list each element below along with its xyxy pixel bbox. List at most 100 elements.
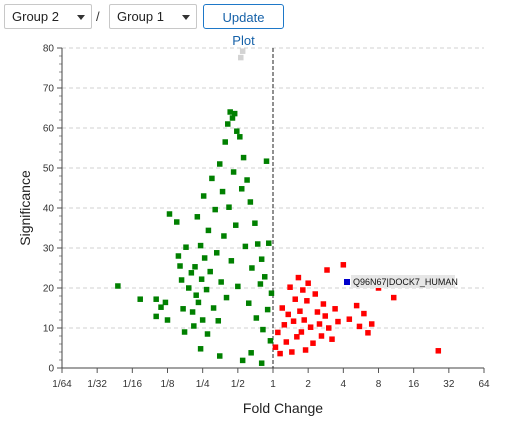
- data-point-up: [316, 321, 323, 327]
- data-point-up: [310, 340, 316, 346]
- data-point-up: [275, 329, 281, 336]
- data-point-down: [237, 134, 243, 140]
- data-point-faded: [239, 48, 246, 54]
- x-tick-label: 32: [443, 379, 455, 390]
- data-point-down: [229, 115, 236, 121]
- data-point-down: [227, 109, 233, 115]
- data-point-down: [197, 346, 204, 352]
- data-point-down: [221, 233, 227, 239]
- data-point-up: [314, 309, 321, 315]
- data-point-down: [185, 285, 192, 291]
- data-point-up: [435, 348, 442, 354]
- data-point-down: [201, 255, 208, 261]
- data-point-faded: [238, 54, 244, 61]
- data-point-down: [228, 258, 235, 264]
- data-point-down: [239, 357, 246, 364]
- group-b-value: Group 1: [117, 9, 164, 24]
- data-point-down: [245, 300, 252, 306]
- data-point-down: [226, 204, 232, 210]
- data-point-down: [189, 309, 196, 315]
- data-point-down: [195, 299, 202, 306]
- y-tick-label: 50: [43, 164, 55, 175]
- x-tick-label: 1/2: [231, 379, 245, 390]
- data-point-up: [289, 349, 295, 355]
- group-separator: /: [96, 9, 100, 24]
- y-tick-label: 20: [43, 284, 55, 295]
- data-point-up: [318, 333, 325, 339]
- x-tick-label: 1: [270, 379, 276, 390]
- y-tick-label: 0: [48, 364, 54, 375]
- x-axis-title: Fold Change: [243, 400, 323, 416]
- data-point-down: [197, 242, 204, 249]
- update-plot-button[interactable]: Update Plot: [203, 4, 284, 48]
- data-point-down: [244, 177, 250, 183]
- data-point-down: [194, 214, 201, 220]
- data-point-down: [223, 294, 230, 301]
- y-tick-label: 40: [43, 204, 55, 215]
- data-point-down: [137, 296, 143, 302]
- data-point-down: [177, 263, 183, 269]
- data-point-down: [175, 253, 182, 259]
- data-point-down: [258, 360, 265, 366]
- data-point-up: [356, 323, 363, 330]
- data-point-up: [390, 294, 397, 301]
- data-point-down: [215, 318, 222, 324]
- data-point-down: [153, 296, 159, 302]
- data-point-down: [247, 199, 254, 205]
- y-tick-label: 30: [43, 244, 55, 255]
- data-point-down: [266, 240, 272, 246]
- data-point-down: [260, 326, 266, 333]
- y-tick-label: 60: [43, 124, 55, 135]
- data-point-down: [193, 292, 199, 298]
- toolbar: Group 2 / Group 1 Update Plot: [0, 0, 506, 48]
- data-point-up: [332, 306, 338, 312]
- data-point-down: [212, 206, 218, 213]
- data-point-up: [297, 308, 303, 314]
- data-point-up: [290, 318, 297, 324]
- data-point-up: [325, 325, 332, 331]
- data-point-up: [295, 274, 302, 281]
- y-tick-label: 70: [43, 84, 55, 95]
- data-point-down: [230, 169, 237, 175]
- data-point-down: [263, 158, 270, 164]
- data-point-down: [238, 186, 245, 192]
- x-tick-label: 2: [305, 379, 311, 390]
- data-point-down: [174, 219, 180, 225]
- data-point-down: [267, 338, 274, 344]
- volcano-plot: 0 10 20 30 40 50 60 70 80 1/64 1/32 1/16 1/8 1/4 1/2 1 2…: [17, 44, 490, 417]
- data-point-down: [264, 306, 271, 313]
- data-point-down: [162, 299, 169, 306]
- group-a-select[interactable]: Group 2: [4, 4, 92, 29]
- data-point-down: [253, 315, 260, 321]
- x-tick-label: 16: [408, 379, 420, 390]
- data-point-down: [225, 121, 231, 127]
- data-point-up: [285, 311, 291, 318]
- data-point-down: [191, 323, 197, 329]
- data-point-up: [320, 301, 327, 307]
- data-point-down: [164, 317, 171, 323]
- data-point-up: [312, 291, 319, 297]
- data-point-up: [346, 316, 353, 322]
- data-point-down: [200, 193, 207, 199]
- data-point-down: [180, 306, 186, 312]
- data-point-down: [262, 274, 268, 280]
- x-tick-label: 1/4: [196, 379, 210, 390]
- x-tick-label: 1/16: [123, 379, 143, 390]
- data-point-up: [300, 287, 306, 293]
- data-point-down: [233, 222, 239, 228]
- x-tick-label: 8: [376, 379, 382, 390]
- data-point-down: [188, 270, 195, 276]
- callout-label: Q96N67|DOCK7_HUMAN: [353, 277, 458, 287]
- data-point-up: [340, 262, 347, 268]
- data-point-up: [361, 310, 367, 317]
- group-b-select[interactable]: Group 1: [109, 4, 197, 29]
- data-point-up: [287, 284, 293, 290]
- highlight-callout: Q96N67|DOCK7_HUMAN: [344, 275, 458, 288]
- data-point-up: [305, 280, 311, 286]
- plot-axes: 0 10 20 30 40 50 60 70 80 1/64 1/32 1/16 1/8 1/4 1/2 1 2…: [43, 44, 490, 391]
- data-point-up: [329, 336, 335, 342]
- data-point-down: [192, 264, 198, 270]
- data-point-down: [216, 353, 223, 359]
- data-point-up: [365, 330, 371, 336]
- data-point-up: [292, 296, 298, 302]
